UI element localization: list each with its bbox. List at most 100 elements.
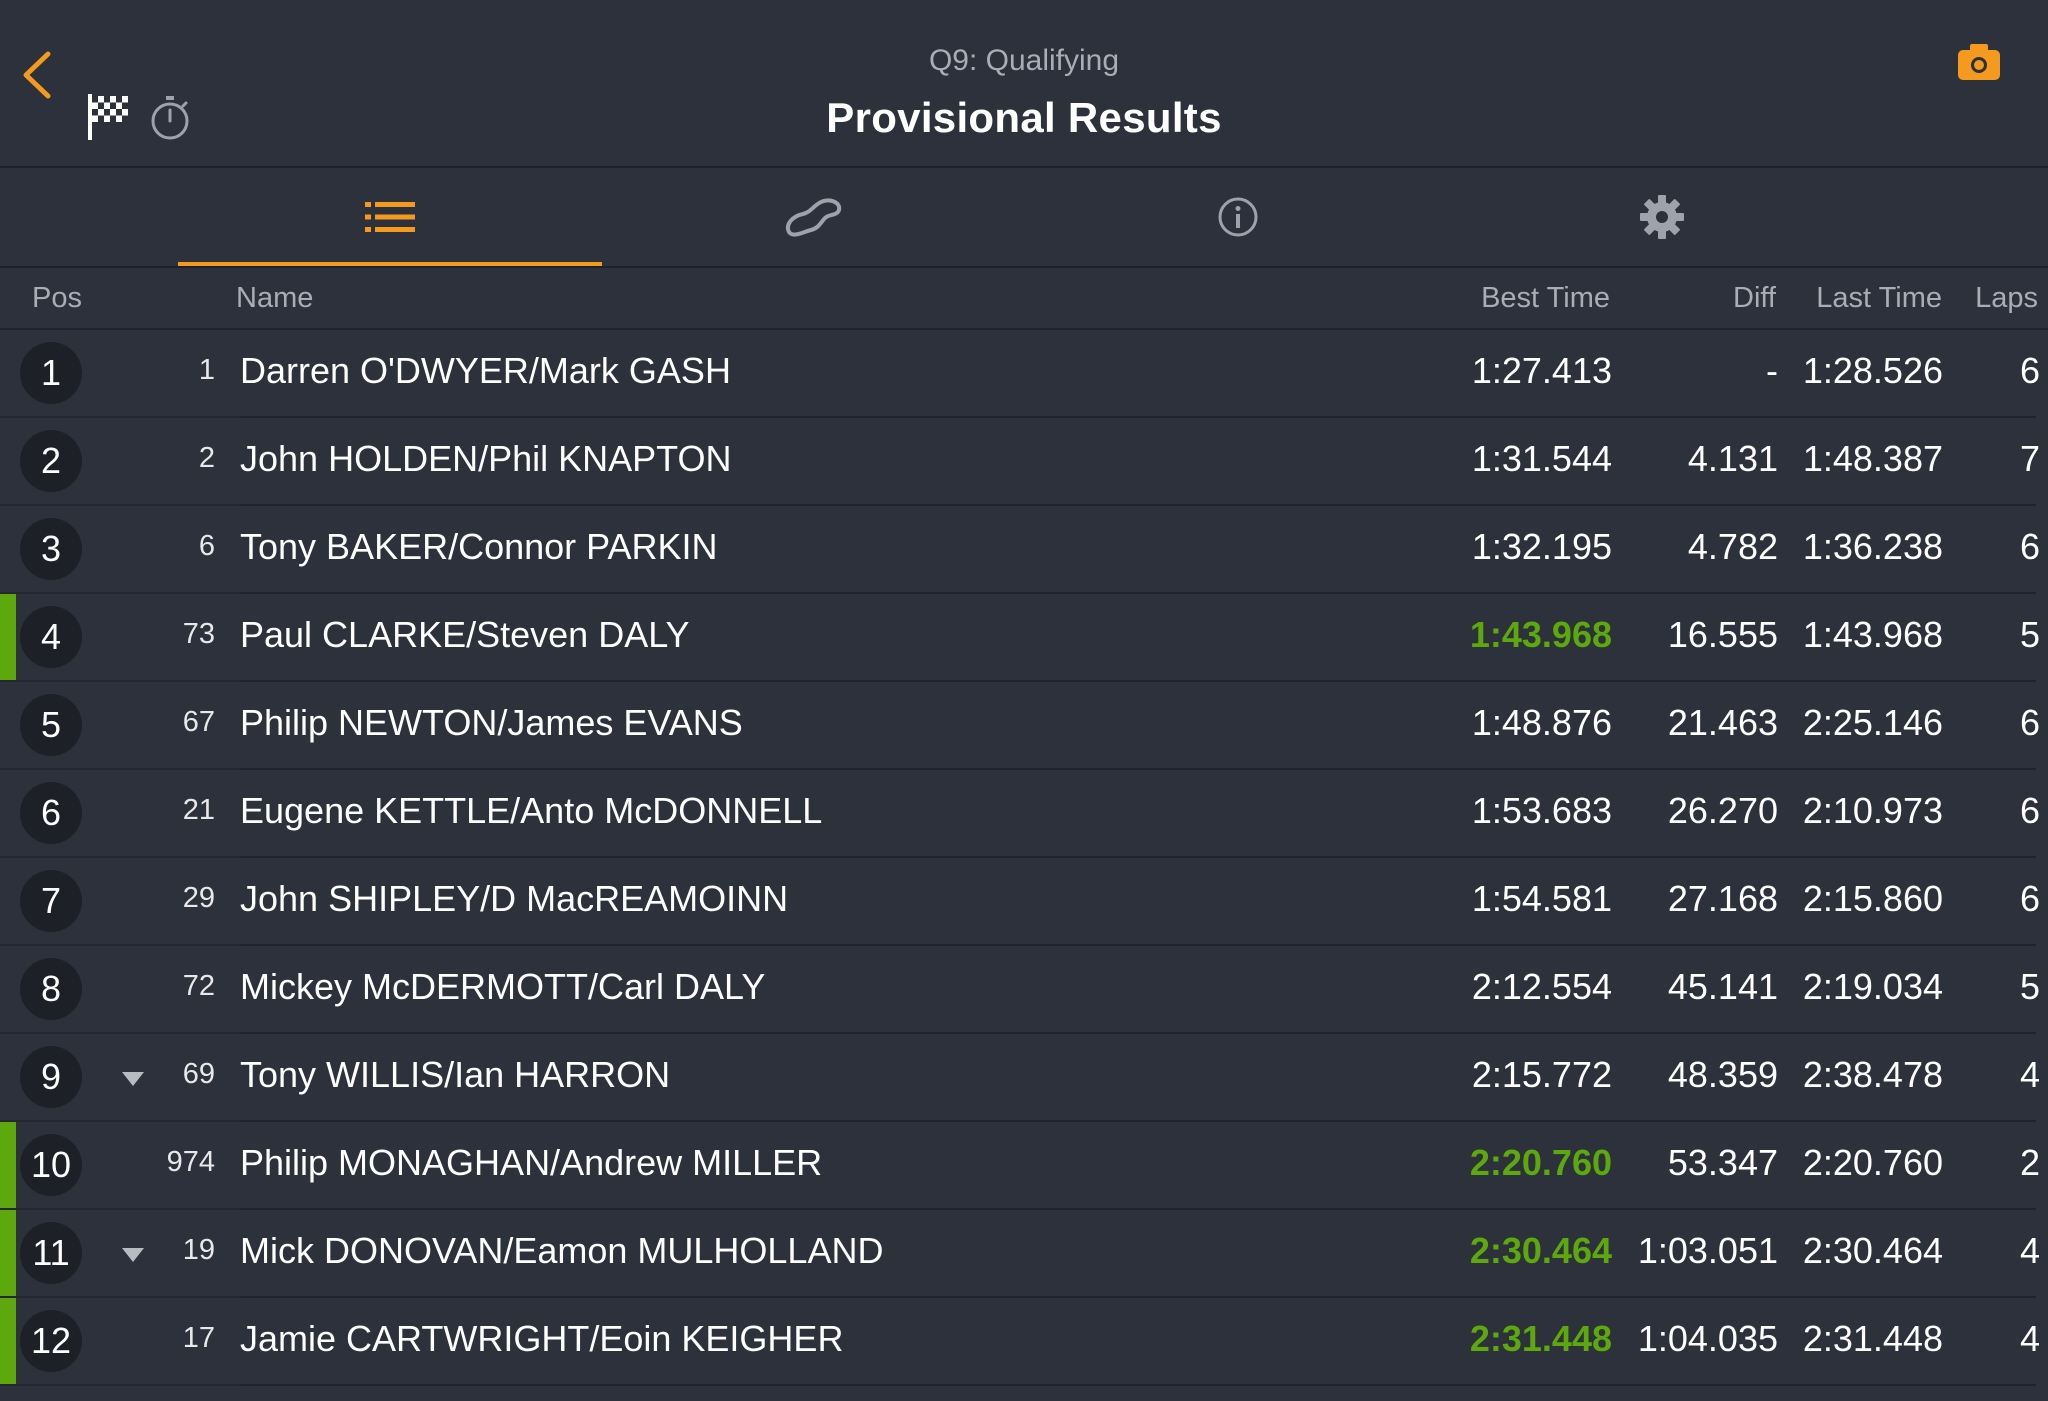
col-header-pos[interactable]: Pos [32,282,82,314]
driver-names: Tony BAKER/Connor PARKIN [240,526,718,567]
table-row[interactable]: 9 69 Tony WILLIS/Ian HARRON 2:15.772 48.359 2… [0,1034,2048,1122]
table-row[interactable]: 7 29 John SHIPLEY/D MacREAMOINN 1:54.581 27.… [0,858,2048,946]
best-time: 1:27.413 [1471,350,1612,391]
improved-time-indicator [0,1298,16,1386]
car-number: 21 [182,794,215,826]
table-row[interactable]: 12 17 Jamie CARTWRIGHT/Eoin KEIGHER 2:31.44… [0,1298,2048,1386]
gap-diff: 4.782 [1687,526,1778,567]
col-header-laps[interactable]: Laps [1975,282,2038,314]
row-divider-left [0,416,240,418]
row-divider-left [0,1120,240,1122]
last-time: 2:31.448 [1802,1318,1943,1359]
best-time: 2:31.448 [1469,1318,1612,1359]
gap-diff: 4.131 [1687,438,1778,479]
row-divider-left [0,1384,240,1386]
col-header-diff[interactable]: Diff [1733,282,1776,314]
row-divider [240,504,2036,506]
car-number: 1 [198,354,215,386]
last-time: 2:30.464 [1802,1230,1943,1271]
lap-count: 4 [2019,1230,2040,1271]
car-number: 67 [182,706,215,738]
info-icon [1218,197,1258,237]
column-header-row: Pos Name Best Time Diff Last Time Laps [0,268,2048,330]
table-row[interactable]: 4 73 Paul CLARKE/Steven DALY 1:43.968 16.555… [0,594,2048,682]
table-row[interactable]: 3 6 Tony BAKER/Connor PARKIN 1:32.195 4.782 1… [0,506,2048,594]
gap-diff: 1:03.051 [1637,1230,1778,1271]
row-divider [240,944,2036,946]
last-time: 1:43.968 [1802,614,1943,655]
table-row[interactable]: 11 19 Mick DONOVAN/Eamon MULHOLLAND 2:30.46… [0,1210,2048,1298]
best-time: 1:54.581 [1471,878,1612,919]
table-row[interactable]: 5 67 Philip NEWTON/James EVANS 1:48.876 21.4… [0,682,2048,770]
row-divider [240,680,2036,682]
last-time: 1:48.387 [1802,438,1943,479]
last-time: 2:25.146 [1802,702,1943,743]
last-time: 2:10.973 [1802,790,1943,831]
driver-names: Philip NEWTON/James EVANS [240,702,743,743]
position-badge: 10 [20,1134,82,1196]
gap-diff: 26.270 [1667,790,1778,831]
row-divider-left [0,768,240,770]
back-button[interactable] [14,48,60,102]
lap-count: 7 [2019,438,2040,479]
lap-count: 6 [2019,878,2040,919]
position-badge: 2 [20,430,82,492]
page-title: Provisional Results [826,94,1222,141]
tab-track-map[interactable] [602,168,1026,266]
lap-count: 6 [2019,350,2040,391]
tab-bar [0,168,2048,268]
row-divider-left [0,944,240,946]
best-time: 2:20.760 [1469,1142,1612,1183]
table-row[interactable]: 8 72 Mickey McDERMOTT/Carl DALY 2:12.554 45.… [0,946,2048,1034]
car-number: 17 [182,1322,215,1354]
car-number: 72 [182,970,215,1002]
tab-settings[interactable] [1450,168,1874,266]
session-subtitle: Q9: Qualifying [928,44,1120,77]
tab-info[interactable] [1026,168,1450,266]
camera-button[interactable] [1956,40,2002,84]
table-row[interactable]: 2 2 John HOLDEN/Phil KNAPTON 1:31.544 4.131 1… [0,418,2048,506]
position-badge: 1 [20,342,82,404]
row-divider-left [0,1296,240,1298]
best-time: 2:12.554 [1471,966,1612,1007]
camera-icon [1958,44,2000,80]
row-divider [240,1120,2036,1122]
row-divider-left [0,504,240,506]
position-badge: 3 [20,518,82,580]
tab-results-list[interactable] [178,168,602,266]
row-divider [240,1032,2036,1034]
car-number: 2 [198,442,215,474]
checkered-flag-icon[interactable] [86,92,132,142]
position-down-icon [122,1248,144,1262]
last-time: 2:20.760 [1802,1142,1943,1183]
table-row[interactable]: 10 974 Philip MONAGHAN/Andrew MILLER 2:20.7… [0,1122,2048,1210]
driver-names: John SHIPLEY/D MacREAMOINN [240,878,789,919]
col-header-name[interactable]: Name [236,282,314,314]
lap-count: 4 [2019,1054,2040,1095]
position-badge: 11 [20,1222,82,1284]
row-divider [240,768,2036,770]
track-map-icon [786,198,842,237]
lap-count: 5 [2019,614,2040,655]
car-number: 6 [198,530,215,562]
driver-names: Paul CLARKE/Steven DALY [240,614,690,655]
table-row[interactable]: 1 1 Darren O'DWYER/Mark GASH 1:27.413 -1:28.… [0,330,2048,418]
chevron-left-icon [23,51,51,99]
results-list: 1 1 Darren O'DWYER/Mark GASH 1:27.413-1:28.… [0,330,2048,1386]
improved-time-indicator [0,1210,16,1298]
car-number: 73 [182,618,215,650]
best-time: 1:43.968 [1469,614,1612,655]
car-number: 19 [182,1234,215,1266]
table-row[interactable]: 6 21 Eugene KETTLE/Anto McDONNELL 1:53.683 2… [0,770,2048,858]
lap-count: 2 [2019,1142,2040,1183]
position-badge: 4 [20,606,82,668]
lap-count: 6 [2019,702,2040,743]
col-header-best-time[interactable]: Best Time [1481,282,1610,314]
stopwatch-icon[interactable] [148,94,192,142]
position-down-icon [122,1072,144,1086]
header-bar: Q9: Qualifying Provisional Results [0,0,2048,168]
col-header-last-time[interactable]: Last Time [1816,282,1942,314]
driver-names: John HOLDEN/Phil KNAPTON [240,438,732,479]
position-badge: 7 [20,870,82,932]
position-badge: 9 [20,1046,82,1108]
